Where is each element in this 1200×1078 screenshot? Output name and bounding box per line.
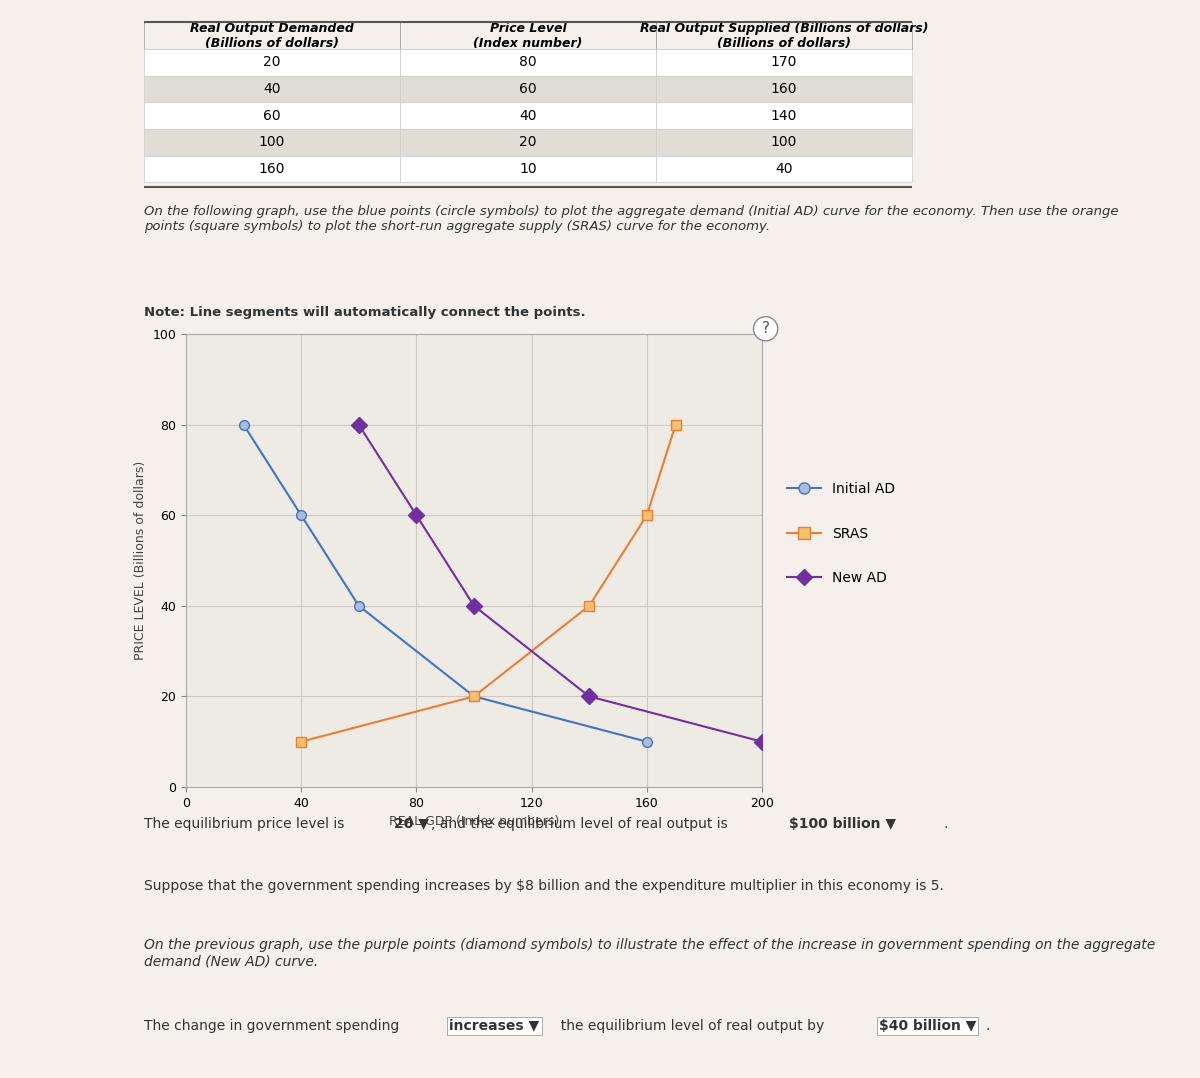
- Text: $100 billion ▼: $100 billion ▼: [790, 817, 896, 830]
- Text: ?: ?: [762, 321, 769, 336]
- Text: increases ▼: increases ▼: [450, 1019, 540, 1033]
- Text: .: .: [944, 817, 948, 830]
- Y-axis label: PRICE LEVEL (Billions of dollars): PRICE LEVEL (Billions of dollars): [134, 461, 146, 660]
- Legend: Initial AD, SRAS, New AD: Initial AD, SRAS, New AD: [781, 476, 901, 591]
- Text: Note: Line segments will automatically connect the points.: Note: Line segments will automatically c…: [144, 306, 586, 319]
- Text: 20 ▼: 20 ▼: [394, 817, 428, 830]
- Text: On the following graph, use the blue points (circle symbols) to plot the aggrega: On the following graph, use the blue poi…: [144, 205, 1118, 233]
- X-axis label: REAL GDP (Index numbers): REAL GDP (Index numbers): [389, 815, 559, 828]
- Text: The equilibrium price level is: The equilibrium price level is: [144, 817, 349, 830]
- Text: .: .: [985, 1019, 990, 1033]
- Text: the equilibrium level of real output by: the equilibrium level of real output by: [552, 1019, 833, 1033]
- Text: $40 billion ▼: $40 billion ▼: [878, 1019, 976, 1033]
- Text: Suppose that the government spending increases by $8 billion and the expenditure: Suppose that the government spending inc…: [144, 879, 944, 893]
- Text: On the previous graph, use the purple points (diamond symbols) to illustrate the: On the previous graph, use the purple po…: [144, 938, 1156, 968]
- Text: , and the equilibrium level of real output is: , and the equilibrium level of real outp…: [431, 817, 732, 830]
- Text: The change in government spending: The change in government spending: [144, 1019, 408, 1033]
